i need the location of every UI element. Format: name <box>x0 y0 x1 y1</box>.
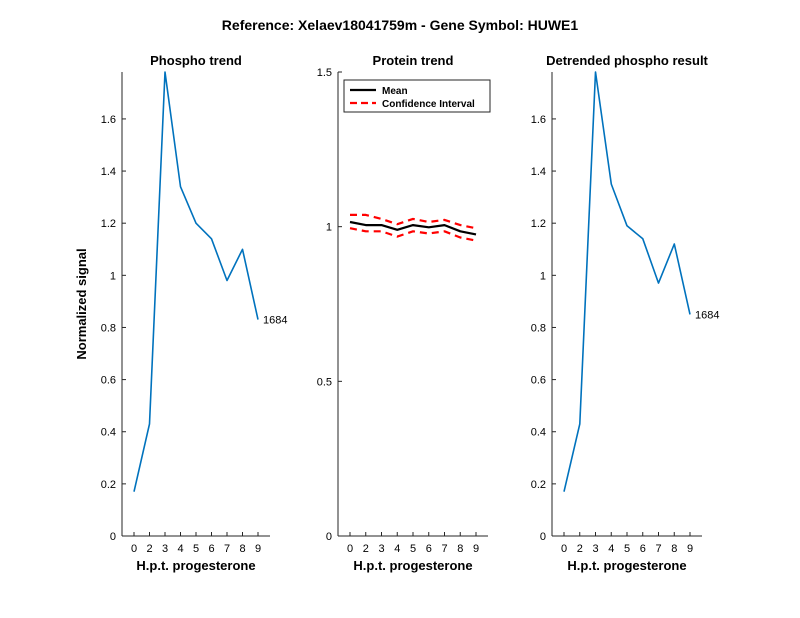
y-tick-label: 0.6 <box>101 375 116 387</box>
x-tick-label: 7 <box>441 543 447 555</box>
x-tick-label: 5 <box>410 543 416 555</box>
x-tick-label: 2 <box>577 543 583 555</box>
y-tick-label: 0.2 <box>531 479 546 491</box>
panel-1: 0 2 3 4 5 6 7 8 900.20.40.60.811.21.41.6Phospho … <box>74 53 287 573</box>
x-tick-label: 9 <box>255 543 261 555</box>
legend-label: Confidence Interval <box>382 99 475 110</box>
y-tick-label: 0.4 <box>101 427 116 439</box>
y-tick-label: 0.8 <box>101 322 116 334</box>
x-tick-label: 6 <box>640 543 646 555</box>
series-line-1 <box>133 71 259 492</box>
x-axis-label: H.p.t. progesterone <box>136 558 255 573</box>
y-tick-label: 1.6 <box>531 114 546 126</box>
x-tick-label: 8 <box>457 543 463 555</box>
x-tick-label: 2 <box>363 543 369 555</box>
x-tick-label: 3 <box>378 543 384 555</box>
panel-3: 0 2 3 4 5 6 7 8 900.20.40.60.811.21.41.6Detrende… <box>531 53 720 573</box>
panels: 0 2 3 4 5 6 7 8 900.20.40.60.811.21.41.6Phospho … <box>74 53 719 573</box>
y-tick-label: 0.2 <box>101 479 116 491</box>
x-tick-label: 5 <box>193 543 199 555</box>
series-annotation: 1684 <box>263 315 287 327</box>
series-line-1 <box>349 220 477 236</box>
x-tick-label: 0 <box>131 543 137 555</box>
y-tick-label: 0 <box>326 531 332 543</box>
x-tick-label: 0 <box>561 543 567 555</box>
x-tick-label: 4 <box>394 543 400 555</box>
y-tick-label: 1.5 <box>317 67 332 79</box>
x-tick-label: 9 <box>687 543 693 555</box>
x-tick-label: 7 <box>655 543 661 555</box>
series-line-1 <box>563 71 691 492</box>
y-tick-label: 0 <box>110 531 116 543</box>
panel-title: Protein trend <box>373 53 454 68</box>
panel-title: Phospho trend <box>150 53 242 68</box>
y-tick-label: 0.5 <box>317 376 332 388</box>
series-line-3 <box>349 227 477 242</box>
y-tick-label: 1.6 <box>101 114 116 126</box>
y-tick-label: 1 <box>110 270 116 282</box>
x-axis-label: H.p.t. progesterone <box>567 558 686 573</box>
x-axis-label: H.p.t. progesterone <box>353 558 472 573</box>
y-tick-label: 1.4 <box>101 166 116 178</box>
x-tick-label: 5 <box>624 543 630 555</box>
x-tick-label: 7 <box>224 543 230 555</box>
x-tick-label: 8 <box>671 543 677 555</box>
y-tick-label: 0 <box>540 531 546 543</box>
y-tick-label: 0.6 <box>531 375 546 387</box>
x-tick-label: 6 <box>208 543 214 555</box>
legend-label: Mean <box>382 86 408 97</box>
x-tick-label: 3 <box>162 543 168 555</box>
y-tick-label: 1.2 <box>531 218 546 230</box>
y-tick-label: 1.2 <box>101 218 116 230</box>
y-tick-label: 0.4 <box>531 427 546 439</box>
x-tick-label: 4 <box>608 543 614 555</box>
x-tick-label: 9 <box>473 543 479 555</box>
y-tick-label: 1 <box>540 270 546 282</box>
y-tick-label: 0.8 <box>531 322 546 334</box>
x-tick-label: 2 <box>146 543 152 555</box>
x-tick-label: 0 <box>347 543 353 555</box>
series-annotation: 1684 <box>695 309 719 321</box>
x-tick-label: 6 <box>426 543 432 555</box>
y-tick-label: 1 <box>326 222 332 234</box>
panel-title: Detrended phospho result <box>546 53 708 68</box>
y-axis-label: Normalized signal <box>74 248 89 359</box>
legend-box <box>343 79 491 113</box>
figure-title: Reference: Xelaev18041759m - Gene Symbol… <box>222 17 579 33</box>
x-tick-label: 8 <box>239 543 245 555</box>
x-tick-label: 4 <box>177 543 183 555</box>
y-tick-label: 1.4 <box>531 166 546 178</box>
series-line-2 <box>350 213 477 230</box>
x-tick-label: 3 <box>592 543 598 555</box>
